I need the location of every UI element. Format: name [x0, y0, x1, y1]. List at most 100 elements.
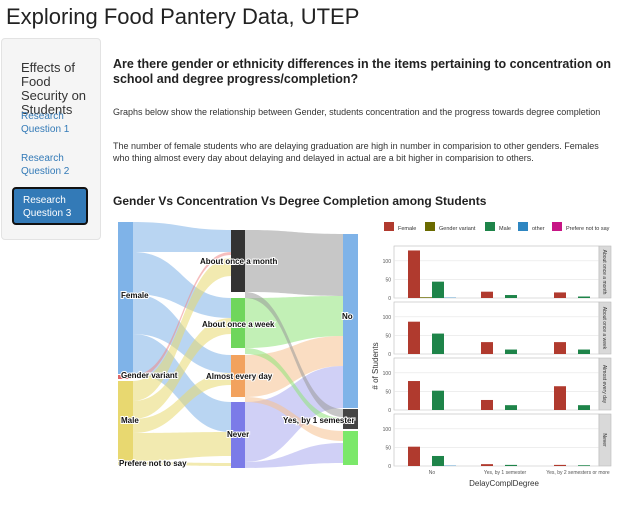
- node-once-month: [231, 230, 245, 292]
- facet-panel: [393, 413, 600, 467]
- bar: [578, 405, 590, 410]
- bar: [554, 386, 566, 410]
- label-yes-1: Yes, by 1 semester: [283, 416, 355, 425]
- label-gender-variant: Gender variant: [121, 371, 178, 380]
- bar: [481, 342, 493, 354]
- legend-label: other: [532, 226, 545, 232]
- label-every-day: Almost every day: [206, 372, 273, 381]
- finding-text: The number of female students who are de…: [113, 141, 599, 163]
- x-tick-label: Yes, by 1 semester: [484, 470, 527, 476]
- facet-strip: [598, 357, 612, 411]
- y-axis-label: # of Students: [371, 342, 380, 389]
- bar: [481, 464, 493, 466]
- sankey-flow: [133, 318, 231, 419]
- label-prefer-not: Prefere not to say: [119, 459, 187, 468]
- bar: [505, 405, 517, 410]
- bar: [408, 321, 420, 354]
- node-prefer-not: [118, 462, 133, 465]
- sidebar-item-research-question-2[interactable]: Research Question 2: [21, 153, 70, 177]
- sankey-flow: [133, 222, 231, 252]
- bar: [554, 342, 566, 354]
- y-tick-label: 0: [388, 464, 391, 470]
- facet-strip: [598, 245, 612, 299]
- sankey-flow: [245, 230, 343, 296]
- sankey-chart: Female Gender variant Male Prefere not t…: [118, 222, 358, 469]
- bar: [481, 291, 493, 298]
- bar: [554, 464, 566, 466]
- label-female: Female: [121, 291, 149, 300]
- sankey-flow: [245, 443, 343, 468]
- y-tick-label: 100: [383, 315, 392, 321]
- sidebar-item-research-question-3[interactable]: Research Question 3: [12, 187, 88, 225]
- facet-panel: [393, 301, 600, 355]
- chart-facets: 0 50 100 About once a month 0 50 100 About once…: [383, 245, 612, 476]
- bar: [432, 455, 444, 466]
- sankey-flow: [245, 336, 343, 397]
- faceted-bar-chart: Female Gender variant Male other Prefere not…: [371, 222, 612, 488]
- app-title: Exploring Food Pantery Data, UTEP: [6, 4, 360, 29]
- node-every-day: [231, 355, 245, 397]
- facet-strip: [598, 413, 612, 467]
- label-once-week: About once a week: [202, 320, 275, 329]
- label-once-month: About once a month: [200, 257, 277, 266]
- bar: [505, 349, 517, 354]
- node-yes-2: [343, 431, 358, 465]
- y-tick-label: 50: [385, 389, 391, 395]
- bar: [505, 295, 517, 298]
- node-yes-1: [343, 409, 358, 429]
- node-female: [118, 222, 133, 374]
- bar: [578, 349, 590, 354]
- sidebar: Effects of Food Security on Students Res…: [1, 38, 101, 240]
- y-tick-label: 100: [383, 427, 392, 433]
- sankey-flow: [133, 252, 231, 379]
- bar: [408, 381, 420, 410]
- bar: [432, 281, 444, 298]
- sankey-labels: Female Gender variant Male Prefere not t…: [118, 256, 356, 469]
- sidebar-item-research-question-1[interactable]: Research Question 1: [21, 111, 70, 135]
- y-tick-label: 0: [388, 296, 391, 302]
- research-question-heading: Are there gender or ethnicity difference…: [113, 57, 611, 86]
- intro-text: Graphs below show the relationship betwe…: [113, 107, 601, 117]
- node-no: [343, 234, 358, 408]
- node-never: [231, 402, 245, 468]
- sidebar-heading: Effects of Food Security on Students: [21, 60, 87, 117]
- bar: [432, 333, 444, 354]
- sankey-flow: [133, 462, 231, 466]
- legend-label: Female: [398, 226, 416, 232]
- sankey-flow: [133, 432, 231, 461]
- sankey-flow: [245, 292, 343, 417]
- sankey-flow: [133, 252, 231, 318]
- y-tick-label: 0: [388, 408, 391, 414]
- bar: [578, 296, 590, 298]
- chart-legend: Female Gender variant Male other Prefere not…: [384, 222, 610, 232]
- label-male: Male: [121, 416, 139, 425]
- label-never: Never: [227, 430, 249, 439]
- x-tick-label: Yes, by 2 semesters or more: [546, 470, 610, 476]
- y-tick-label: 100: [383, 371, 392, 377]
- y-tick-label: 50: [385, 445, 391, 451]
- x-axis-label: DelayComplDegree: [469, 479, 539, 488]
- node-once-week: [231, 298, 245, 348]
- sankey-flow: [133, 373, 231, 433]
- bar: [432, 390, 444, 410]
- bar: [408, 250, 420, 298]
- legend-label: Gender variant: [439, 226, 476, 232]
- y-tick-label: 100: [383, 259, 392, 265]
- bar: [505, 464, 517, 466]
- legend-swatch: [518, 222, 528, 231]
- bar: [554, 292, 566, 298]
- sankey-flow: [133, 258, 231, 401]
- y-tick-label: 0: [388, 352, 391, 358]
- legend-swatch: [384, 222, 394, 231]
- facet-strip: [598, 301, 612, 355]
- legend-label: Prefere not to say: [566, 226, 610, 232]
- y-tick-label: 50: [385, 277, 391, 283]
- sankey-flows: [133, 222, 343, 468]
- facet-strip-label: Almost every day: [601, 365, 607, 404]
- sankey-nodes: [118, 222, 358, 468]
- node-gender-variant: [118, 375, 133, 379]
- sankey-flow: [245, 397, 343, 441]
- node-male: [118, 381, 133, 461]
- bar: [408, 446, 420, 466]
- legend-swatch: [425, 222, 435, 231]
